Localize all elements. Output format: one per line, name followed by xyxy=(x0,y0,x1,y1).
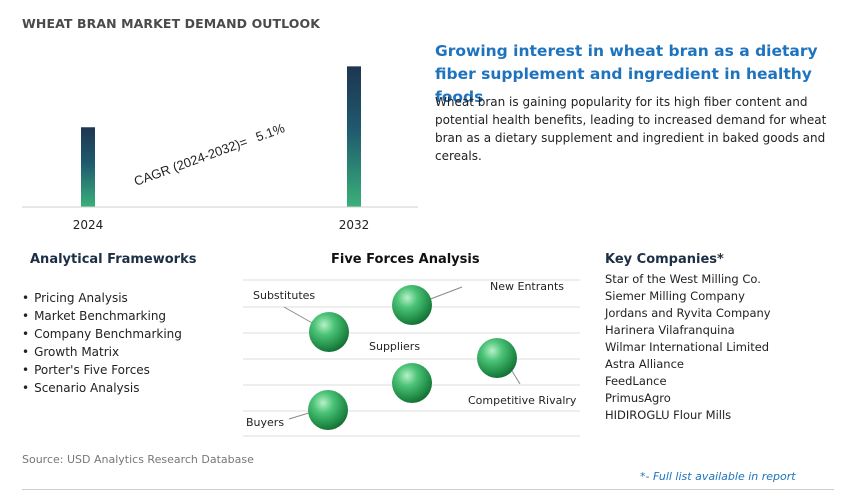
company-item: HIDIROGLU Flour Mills xyxy=(605,408,732,422)
framework-item: Market Benchmarking xyxy=(22,307,182,325)
frameworks-title: Analytical Frameworks xyxy=(30,252,197,267)
x-tick-label: 2032 xyxy=(339,218,370,232)
new-entrants-sphere xyxy=(392,285,432,325)
company-item: Siemer Milling Company xyxy=(605,289,745,303)
framework-item: Growth Matrix xyxy=(22,343,182,361)
framework-item: Pricing Analysis xyxy=(22,289,182,307)
competitive-rivalry-label: Competitive Rivalry xyxy=(468,394,577,407)
cagr-label: CAGR (2024-2032)= xyxy=(132,134,250,189)
x-tick-label: 2024 xyxy=(73,218,104,232)
companies-list: Star of the West Milling Co. Siemer Mill… xyxy=(605,271,771,424)
company-item: PrimusAgro xyxy=(605,391,671,405)
company-item: Astra Alliance xyxy=(605,357,684,371)
company-item: Star of the West Milling Co. xyxy=(605,272,761,286)
footer-divider xyxy=(22,489,834,490)
companies-title: Key Companies* xyxy=(605,252,724,267)
substitutes-sphere xyxy=(309,312,349,352)
full-list-note: *- Full list available in report xyxy=(640,470,796,483)
company-item: FeedLance xyxy=(605,374,667,388)
buyers-sphere xyxy=(308,390,348,430)
cagr-annotation: CAGR (2024-2032)=5.1% xyxy=(132,120,287,189)
highlight-heading: Growing interest in wheat bran as a diet… xyxy=(435,42,818,106)
competitive-rivalry-sphere xyxy=(477,338,517,378)
framework-item: Porter's Five Forces xyxy=(22,361,182,379)
framework-item: Scenario Analysis xyxy=(22,379,182,397)
bar-2032 xyxy=(347,66,361,207)
suppliers-label: Suppliers xyxy=(369,340,420,353)
source-note: Source: USD Analytics Research Database xyxy=(22,453,254,466)
cagr-value: 5.1% xyxy=(254,120,287,144)
highlight-description: Wheat bran is gaining popularity for its… xyxy=(435,95,827,163)
page-title: WHEAT BRAN MARKET DEMAND OUTLOOK xyxy=(22,16,321,31)
company-item: Harinera Vilafranquina xyxy=(605,323,735,337)
buyers-label: Buyers xyxy=(246,416,284,429)
frameworks-list: Pricing Analysis Market Benchmarking Com… xyxy=(22,289,182,397)
substitutes-label: Substitutes xyxy=(253,289,315,302)
bar-2024 xyxy=(81,127,95,207)
five-forces-grid xyxy=(243,279,580,437)
suppliers-sphere xyxy=(392,363,432,403)
company-item: Wilmar International Limited xyxy=(605,340,770,354)
new-entrants-label: New Entrants xyxy=(490,280,564,293)
company-item: Jordans and Ryvita Company xyxy=(605,306,771,320)
framework-item: Company Benchmarking xyxy=(22,325,182,343)
five-forces-title: Five Forces Analysis xyxy=(331,252,480,267)
